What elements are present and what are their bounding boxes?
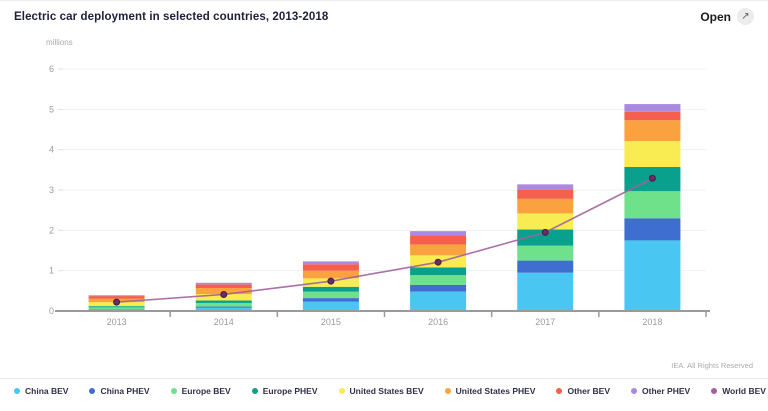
- bar-segment: [410, 275, 467, 285]
- legend-item-other-bev[interactable]: Other BEV: [556, 386, 610, 396]
- bar-segment: [410, 244, 467, 256]
- bar-segment: [517, 198, 574, 214]
- legend-dot-icon: [338, 388, 345, 394]
- legend-label: Europe BEV: [181, 386, 231, 396]
- chart-canvas: 0 1 2 3 4 5 6 2013 2014 2015 2016 2017 2018: [49, 64, 710, 327]
- x-tick-label: 2013: [107, 317, 127, 327]
- bar-segment: [302, 270, 359, 279]
- legend-item-china-phev[interactable]: China PHEV: [89, 386, 150, 396]
- bar-segment: [302, 298, 359, 302]
- bar-segment: [410, 284, 467, 292]
- bar-segment: [195, 284, 252, 289]
- copyright-text: IEA. All Rights Reserved: [671, 361, 753, 370]
- legend-dot-icon: [711, 388, 718, 394]
- legend-label: Europe PHEV: [262, 386, 318, 396]
- bar-segment: [410, 231, 467, 236]
- bar-segment: [410, 235, 467, 245]
- bar-segment: [302, 301, 359, 311]
- bar-segment: [195, 302, 252, 307]
- legend-dot-icon: [556, 388, 563, 394]
- bar-segment: [624, 104, 681, 112]
- legend-item-china-bev[interactable]: China BEV: [14, 386, 68, 396]
- line-marker: [327, 277, 335, 285]
- y-tick-label: 0: [49, 306, 54, 316]
- bar-segment: [517, 229, 574, 246]
- line-marker: [113, 298, 121, 306]
- legend-label: Other PHEV: [642, 386, 691, 396]
- open-button[interactable]: Open ↗: [700, 8, 754, 25]
- legend-dot-icon: [444, 388, 451, 394]
- legend-dot-icon: [89, 388, 96, 394]
- legend-item-world-bev[interactable]: World BEV: [711, 386, 766, 396]
- bar-segment: [624, 240, 681, 311]
- bar-segment: [624, 111, 681, 121]
- bar-segment: [624, 120, 681, 142]
- legend-item-united-states-bev[interactable]: United States BEV: [338, 386, 424, 396]
- world-bev-line: [116, 177, 653, 303]
- bar-segment: [624, 218, 681, 241]
- line-marker: [648, 174, 656, 182]
- legend-item-europe-phev[interactable]: Europe PHEV: [251, 386, 318, 396]
- x-tick-label: 2015: [321, 317, 341, 327]
- y-tick-label: 6: [49, 64, 54, 74]
- open-button-label: Open: [700, 9, 731, 24]
- y-tick-label: 5: [49, 104, 54, 114]
- y-tick-label: 1: [49, 266, 54, 276]
- y-axis-unit-label: millions: [46, 38, 73, 47]
- legend-dot-icon: [251, 388, 258, 394]
- bar-segment: [517, 213, 574, 230]
- legend-dot-icon: [631, 388, 637, 394]
- bar-segment: [88, 309, 145, 310]
- bar-segment: [517, 245, 574, 261]
- bar-segment: [302, 291, 359, 299]
- legend-label: China PHEV: [100, 386, 150, 396]
- bar-segment: [302, 261, 359, 265]
- y-tick-label: 2: [49, 225, 54, 235]
- bar-segment: [88, 295, 145, 297]
- legend-divider: [0, 378, 768, 379]
- bar-segment: [517, 190, 574, 199]
- bar-segment: [195, 300, 252, 303]
- bar-segment: [195, 282, 252, 285]
- chart-title: Electric car deployment in selected coun…: [14, 11, 329, 23]
- x-tick-label: 2016: [428, 317, 448, 327]
- legend-label: China BEV: [25, 386, 69, 396]
- bar-segment: [624, 141, 681, 168]
- bar-segment: [302, 286, 359, 292]
- bar-segment: [195, 307, 252, 311]
- x-tick-label: 2014: [214, 317, 234, 327]
- line-marker: [541, 228, 549, 236]
- bar-segment: [410, 291, 467, 311]
- legend-item-other-phev[interactable]: Other PHEV: [631, 386, 690, 396]
- expand-arrow-icon: ↗: [737, 8, 754, 25]
- bar-segment: [302, 264, 359, 271]
- legend-label: World BEV: [722, 386, 766, 396]
- legend: China BEV China PHEV Europe BEV Europe PHEV…: [14, 386, 766, 396]
- legend-label: United States PHEV: [455, 386, 536, 396]
- legend-dot-icon: [170, 388, 177, 394]
- bar-segment: [88, 306, 145, 308]
- y-tick-label: 3: [49, 185, 54, 195]
- x-tick-label: 2018: [642, 317, 662, 327]
- bar-segment: [88, 307, 145, 310]
- legend-item-united-states-phev[interactable]: United States PHEV: [444, 386, 536, 396]
- line-marker: [434, 258, 442, 266]
- legend-label: United States BEV: [349, 386, 424, 396]
- legend-dot-icon: [14, 388, 20, 394]
- line-marker: [220, 290, 228, 298]
- bar-segment: [624, 191, 681, 219]
- legend-label: Other BEV: [567, 386, 610, 396]
- legend-item-europe-bev[interactable]: Europe BEV: [170, 386, 231, 396]
- x-tick-label: 2017: [535, 317, 555, 327]
- bar-segment: [410, 267, 467, 276]
- y-tick-label: 4: [49, 145, 54, 155]
- bar-segment: [517, 184, 574, 190]
- bar-segment: [517, 272, 574, 311]
- chart-header: Electric car deployment in selected coun…: [0, 1, 768, 35]
- bar-segment: [88, 296, 145, 299]
- bar-segment: [195, 306, 252, 308]
- bar-segment: [517, 260, 574, 273]
